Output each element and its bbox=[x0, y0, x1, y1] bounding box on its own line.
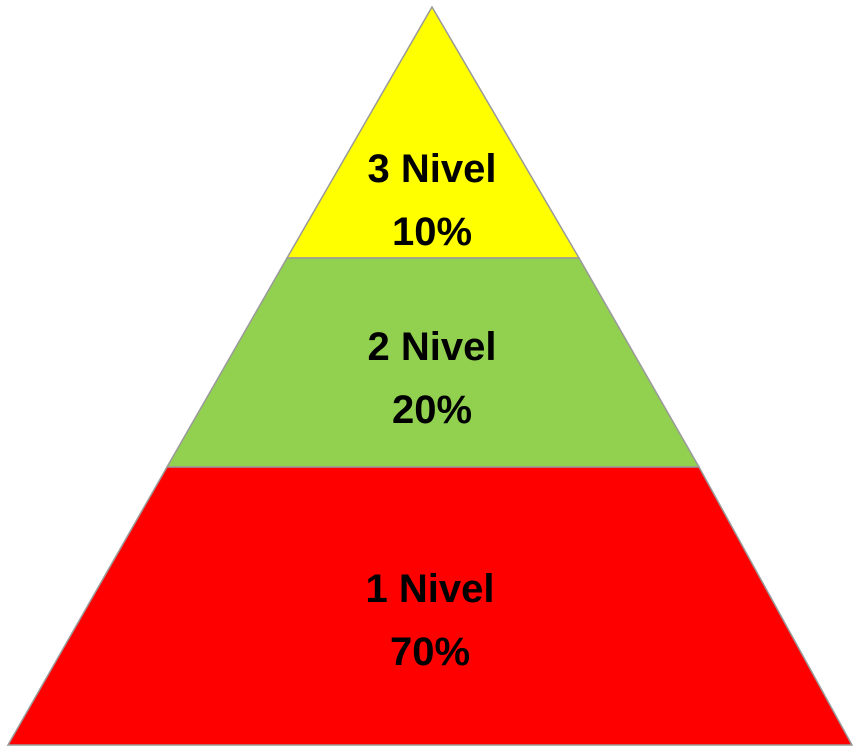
pyramid-tier-1-percent-label: 70% bbox=[390, 630, 470, 674]
pyramid-tier-2-percent-label: 20% bbox=[392, 388, 472, 432]
pyramid-tier-2: 2 Nivel 20% bbox=[165, 257, 701, 468]
pyramid-tier-3-level-label: 3 Nivel bbox=[368, 147, 497, 191]
pyramid-tier-3-percent-label: 10% bbox=[392, 210, 472, 254]
pyramid-tier-3: 3 Nivel 10% bbox=[285, 5, 581, 259]
pyramid-tier-2-level-label: 2 Nivel bbox=[368, 325, 497, 369]
pyramid-tier-1-level-label: 1 Nivel bbox=[366, 567, 495, 611]
pyramid-tier-1: 1 Nivel 70% bbox=[6, 466, 853, 746]
pyramid-tier-1-shape bbox=[6, 466, 853, 746]
